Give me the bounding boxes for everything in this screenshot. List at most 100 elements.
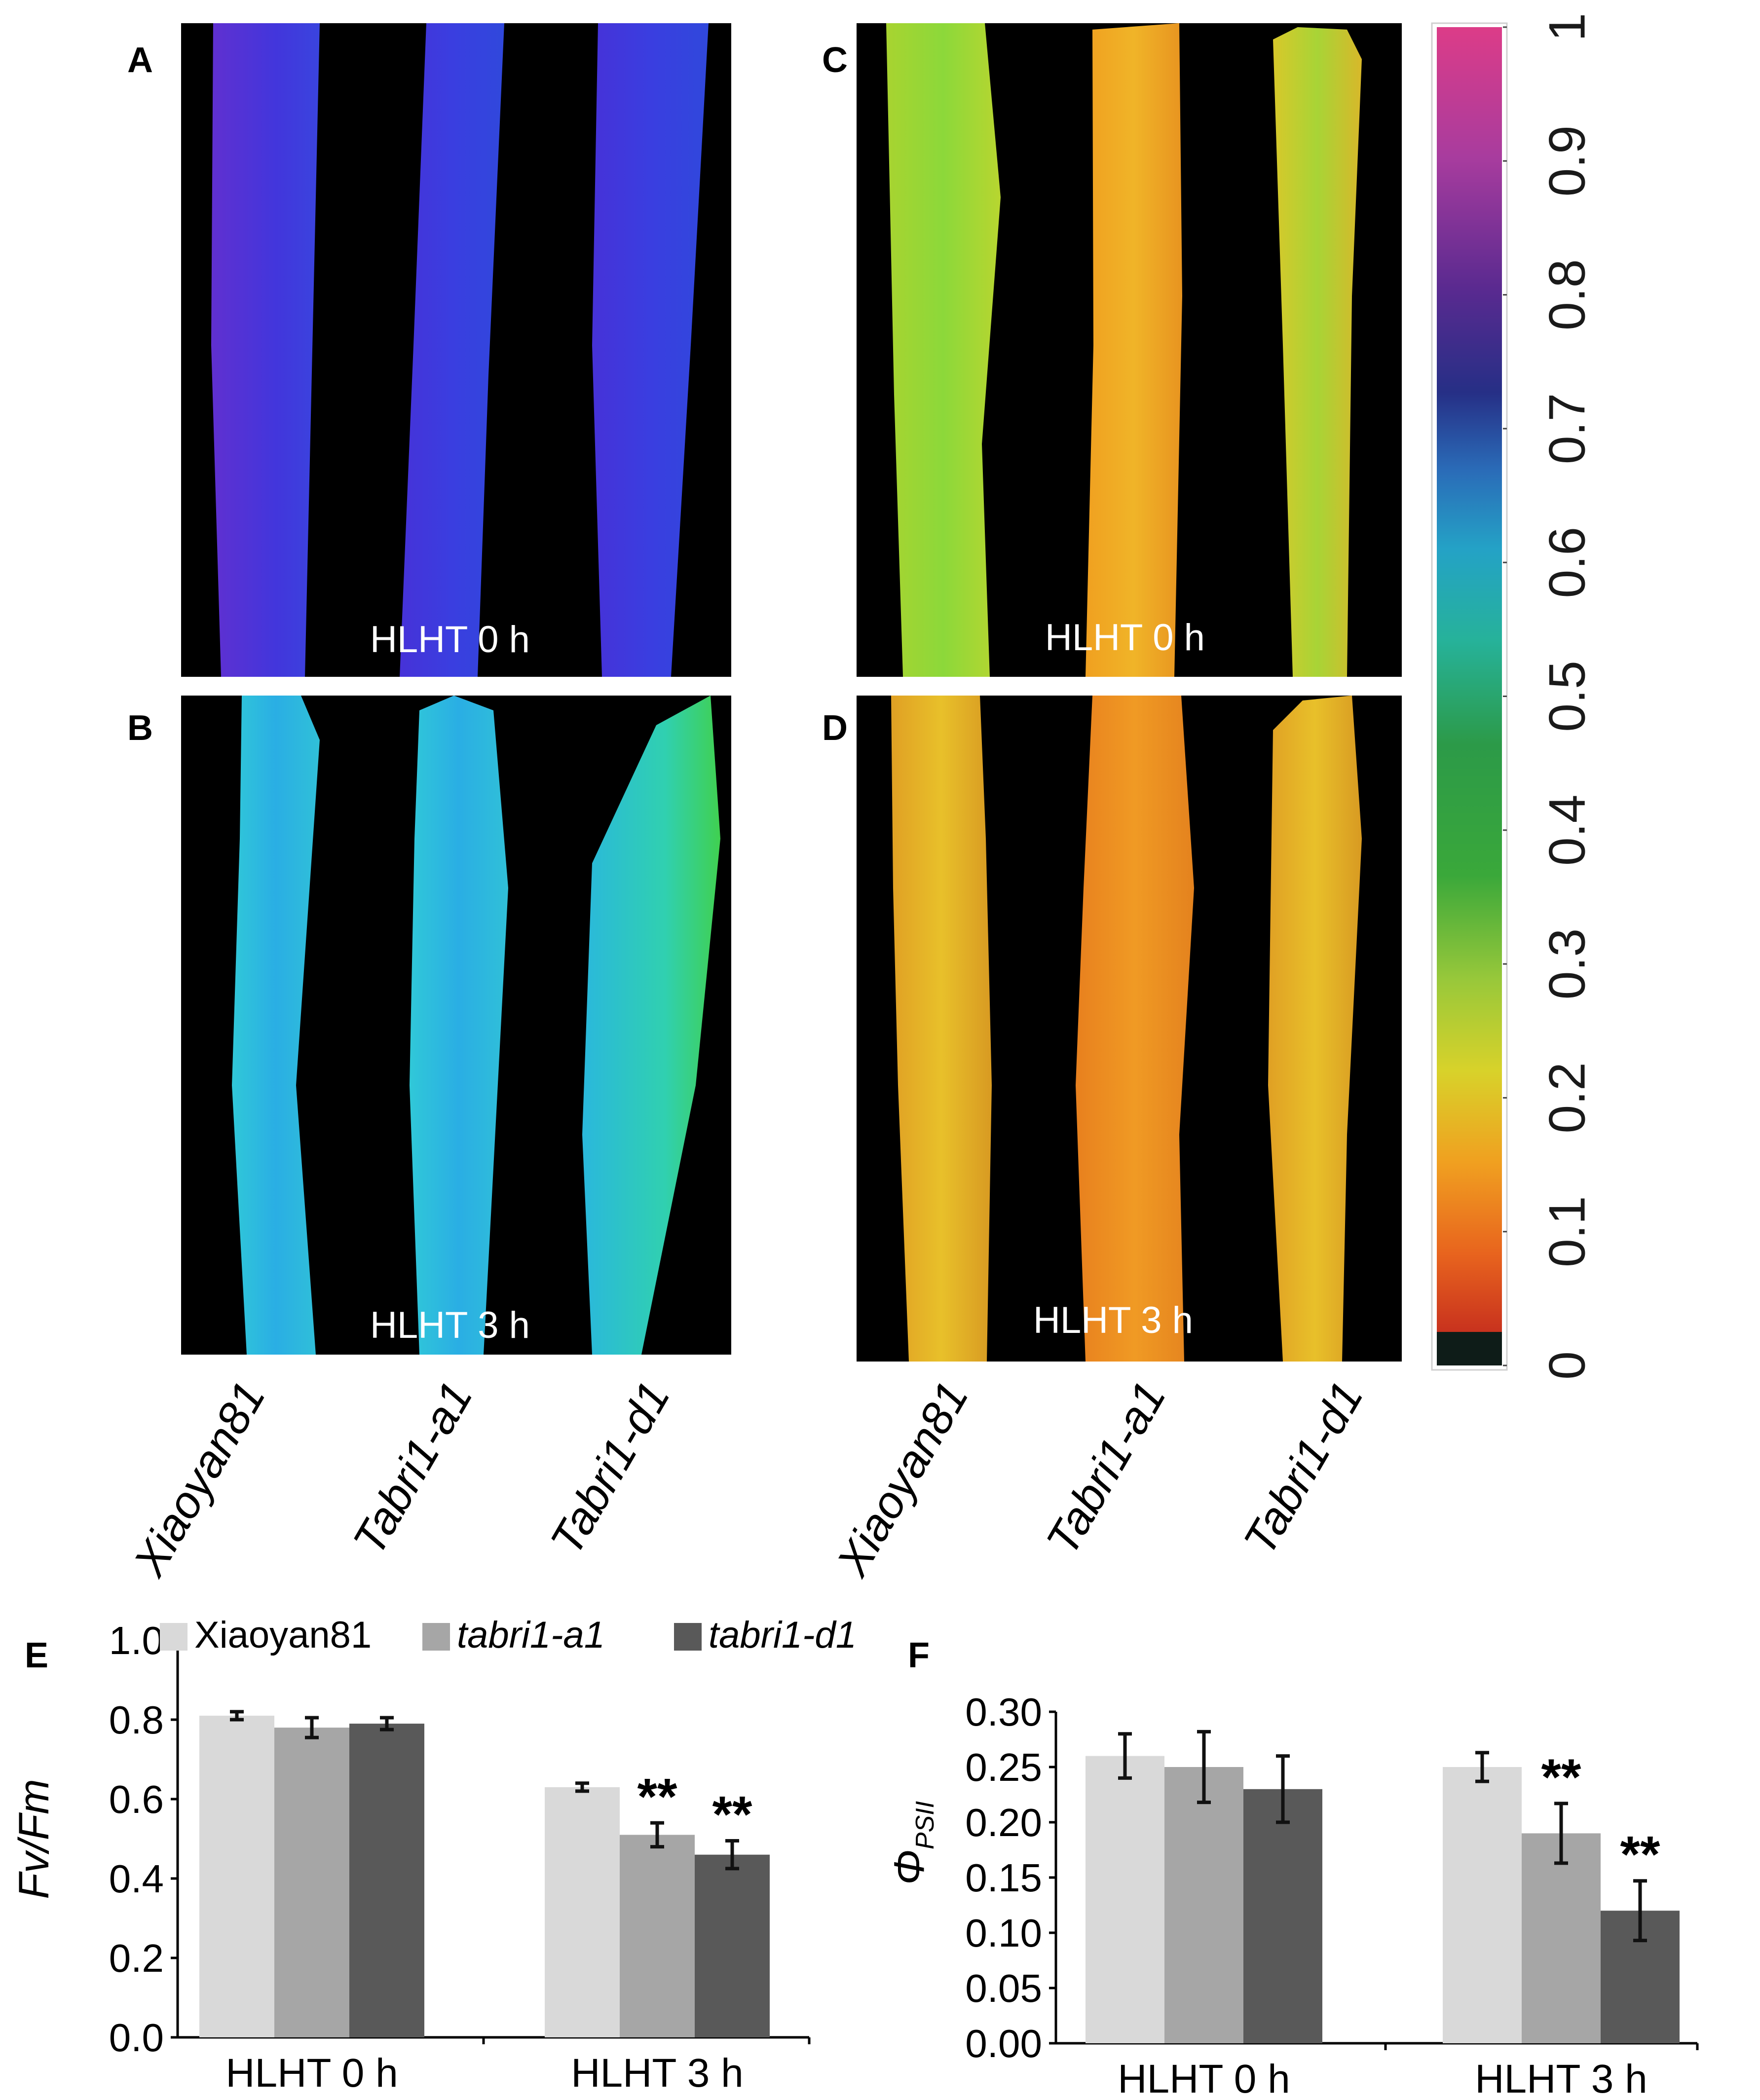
colorbar-tick-label: 0.6 (1538, 527, 1596, 598)
x-category-label: HLHT 3 h (571, 2051, 743, 2096)
bar-xiaoyan81 (199, 1715, 274, 2037)
x-category-label: HLHT 0 h (1118, 2057, 1290, 2100)
y-tick-label: 0.05 (965, 1966, 1042, 2010)
error-bar (1475, 1751, 1489, 1783)
colorbar-tick-label: 0.5 (1538, 661, 1596, 732)
panel-label-f: F (908, 1636, 930, 1675)
error-bar (1197, 1730, 1211, 1805)
leaf-c-xiaoyan81 (886, 23, 1001, 677)
colorbar-tick-label: 0.1 (1538, 1196, 1596, 1267)
leaf-d-tabri1-a1 (1076, 696, 1194, 1362)
x-category-label: HLHT 0 h (225, 2051, 398, 2096)
panel-label-d: D (822, 708, 848, 748)
panel-b: B HLHT 3 h (127, 696, 731, 1355)
bar-tabri1-a1 (1522, 1833, 1601, 2043)
genotype-labels-left: Xiaoyan81 Tabri1-a1 Tabri1-d1 (124, 1373, 680, 1585)
leaf-a-xiaoyan81 (211, 23, 320, 677)
y-axis-label: ΦPSII (886, 1801, 939, 1885)
colorbar-tick-label: 0.4 (1538, 795, 1596, 866)
colorbar-zero-band (1437, 1332, 1502, 1365)
legend-swatch (674, 1623, 702, 1651)
legend-label: tabri1-a1 (457, 1614, 605, 1656)
colorbar-ticks: 0 0.1 0.2 0.3 0.4 0.5 0.6 0.7 0.8 0.9 1 (1503, 13, 1596, 1380)
y-tick-label: 0.0 (109, 2016, 164, 2060)
y-tick-label: 0.2 (109, 1936, 164, 1980)
leaf-d-tabri1-d1 (1268, 696, 1362, 1362)
genotype-label-xiaoyan81-left: Xiaoyan81 (124, 1373, 275, 1585)
significance-label: ** (712, 1786, 752, 1843)
chart-f: 0.00 0.05 0.10 0.15 0.20 0.25 0.30 HLHT 0 h HLHT… (886, 1690, 1699, 2100)
bar-tabri1-d1 (349, 1724, 424, 2037)
leaf-b-xiaoyan81 (232, 696, 320, 1355)
legend-label: tabri1-d1 (709, 1614, 857, 1656)
colorbar-tick-label: 0.2 (1538, 1062, 1596, 1134)
y-tick-label: 0.15 (965, 1856, 1042, 1900)
error-bar (1554, 1802, 1568, 1865)
leaf-d-xiaoyan81 (891, 696, 992, 1362)
colorbar-gradient (1437, 27, 1502, 1332)
y-tick-label: 0.20 (965, 1801, 1042, 1844)
genotype-label-tabri1-a1-left: Tabri1-a1 (343, 1373, 482, 1563)
genotype-label-tabri1-d1-right: Tabri1-d1 (1234, 1373, 1373, 1563)
error-bar (575, 1781, 589, 1793)
leaf-a-tabri1-d1 (592, 23, 709, 677)
leaf-b-tabri1-a1 (410, 696, 508, 1355)
panel-d: D HLHT 3 h (822, 696, 1402, 1362)
bar-tabri1-a1 (274, 1728, 349, 2037)
panel-a: A HLHT 0 h (127, 23, 731, 677)
significance-label: ** (637, 1768, 677, 1825)
genotype-label-tabri1-d1-left: Tabri1-d1 (541, 1373, 679, 1563)
legend-swatch (160, 1623, 187, 1651)
image-label-d: HLHT 3 h (1033, 1299, 1193, 1341)
legend: Xiaoyan81 tabri1-a1 tabri1-d1 (160, 1614, 857, 1656)
significance-label: ** (1541, 1749, 1581, 1806)
y-tick-label: 0.30 (965, 1690, 1042, 1734)
colorbar-tick-label: 0.9 (1538, 125, 1596, 197)
colorbar: 0 0.1 0.2 0.3 0.4 0.5 0.6 0.7 0.8 0.9 1 (1431, 13, 1596, 1380)
image-label-a: HLHT 0 h (370, 619, 530, 661)
leaf-a-tabri1-a1 (400, 23, 504, 677)
genotype-label-tabri1-a1-right: Tabri1-a1 (1037, 1373, 1175, 1563)
legend-swatch (422, 1623, 450, 1651)
error-bar (725, 1839, 739, 1871)
colorbar-tick-label: 0 (1538, 1351, 1596, 1380)
error-bar (380, 1716, 394, 1732)
bar-xiaoyan81 (1086, 1756, 1164, 2043)
error-bar (650, 1821, 664, 1849)
bar-tabri1-a1 (1164, 1767, 1243, 2043)
y-tick-label: 0.00 (965, 2022, 1042, 2065)
colorbar-tick-label: 0.3 (1538, 928, 1596, 1000)
error-bar (1118, 1732, 1132, 1780)
chart-e: 0.0 0.2 0.4 0.6 0.8 1.0 HLHT 0 h HLHT 3 h ** ** Fv… (10, 1614, 857, 2096)
error-bar (1276, 1754, 1290, 1824)
panel-c: C HLHT 0 h (822, 23, 1402, 677)
panel-e: E 0.0 0.2 0.4 0.6 0.8 1.0 HLHT 0 h HLHT 3 h ** **… (10, 1614, 857, 2096)
genotype-label-xiaoyan81-right: Xiaoyan81 (827, 1373, 978, 1585)
legend-label: Xiaoyan81 (194, 1614, 372, 1656)
y-tick-label: 0.4 (109, 1857, 164, 1901)
panel-label-a: A (127, 40, 153, 80)
bar-tabri1-a1 (620, 1835, 695, 2037)
bar-tabri1-d1 (695, 1854, 770, 2037)
significance-label: ** (1620, 1826, 1660, 1883)
leaf-b-tabri1-d1 (582, 696, 720, 1355)
leaf-c-tabri1-a1 (1086, 23, 1182, 677)
image-label-c: HLHT 0 h (1045, 617, 1205, 659)
panel-label-c: C (822, 40, 848, 80)
panel-label-b: B (127, 708, 153, 748)
y-tick-label: 0.6 (109, 1777, 164, 1821)
bar-xiaoyan81 (545, 1787, 620, 2037)
leaf-c-tabri1-d1 (1273, 27, 1362, 677)
y-axis-label: Fv/Fm (10, 1779, 58, 1899)
y-tick-label: 0.25 (965, 1745, 1042, 1789)
error-bar (305, 1716, 319, 1739)
error-bar (230, 1710, 244, 1722)
error-bar (1633, 1879, 1647, 1943)
panel-label-e: E (25, 1636, 48, 1675)
y-tick-label: 1.0 (109, 1619, 164, 1662)
colorbar-tick-label: 0.7 (1538, 393, 1596, 465)
colorbar-tick-label: 1 (1538, 13, 1596, 41)
colorbar-tick-label: 0.8 (1538, 259, 1596, 331)
panel-f: F 0.00 0.05 0.10 0.15 0.20 0.25 0.30 HLHT 0 h HL… (886, 1636, 1699, 2100)
